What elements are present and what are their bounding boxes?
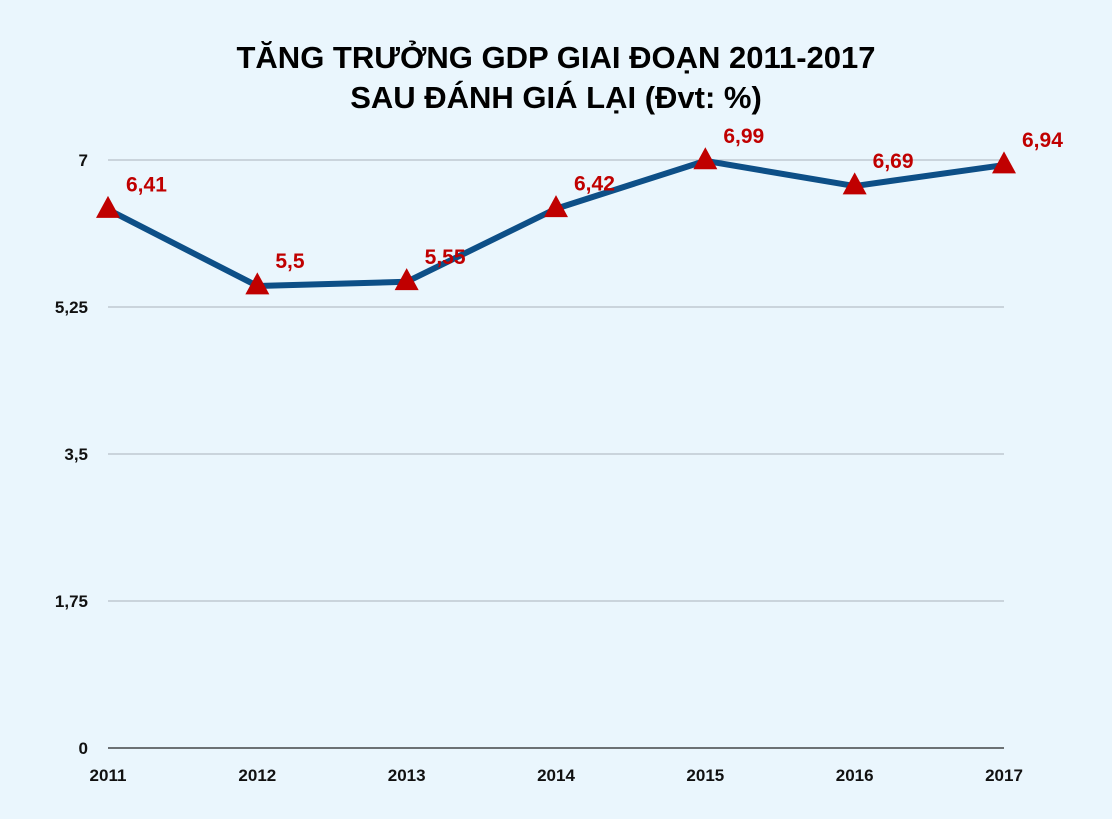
data-point-marker: [544, 195, 568, 218]
x-tick-label: 2017: [985, 766, 1023, 785]
data-label: 6,69: [873, 150, 914, 173]
x-tick-label: 2014: [537, 766, 575, 785]
x-tick-label: 2016: [836, 766, 874, 785]
y-tick-label: 7: [79, 151, 88, 170]
data-label: 5,5: [275, 250, 305, 273]
data-point-marker: [394, 268, 419, 291]
data-label: 6,94: [1022, 129, 1063, 152]
data-point-marker: [245, 272, 270, 295]
data-label: 5,55: [425, 246, 466, 269]
data-label: 6,99: [723, 125, 764, 148]
y-tick-label: 3,5: [64, 445, 88, 464]
data-point-marker: [96, 195, 120, 218]
x-tick-label: 2013: [388, 766, 426, 785]
y-tick-label: 0: [79, 739, 88, 758]
chart-subtitle: SAU ĐÁNH GIÁ LẠI (Đvt: %): [350, 80, 762, 115]
y-tick-label: 1,75: [55, 592, 88, 611]
data-point-marker: [992, 151, 1016, 174]
x-tick-label: 2012: [238, 766, 276, 785]
x-tick-label: 2015: [686, 766, 724, 785]
chart-title: TĂNG TRƯỞNG GDP GIAI ĐOẠN 2011-2017: [236, 40, 876, 75]
data-point-marker: [842, 172, 867, 195]
data-point-marker: [693, 147, 718, 170]
y-tick-label: 5,25: [55, 298, 88, 317]
data-label: 6,41: [126, 174, 167, 197]
x-tick-label: 2011: [90, 766, 127, 785]
series-line: [105, 157, 1007, 289]
data-label: 6,42: [574, 173, 615, 196]
